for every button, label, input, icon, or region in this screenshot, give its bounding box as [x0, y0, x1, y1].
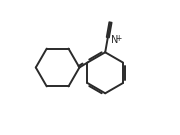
Text: N: N [111, 35, 118, 45]
Text: +: + [115, 34, 121, 43]
